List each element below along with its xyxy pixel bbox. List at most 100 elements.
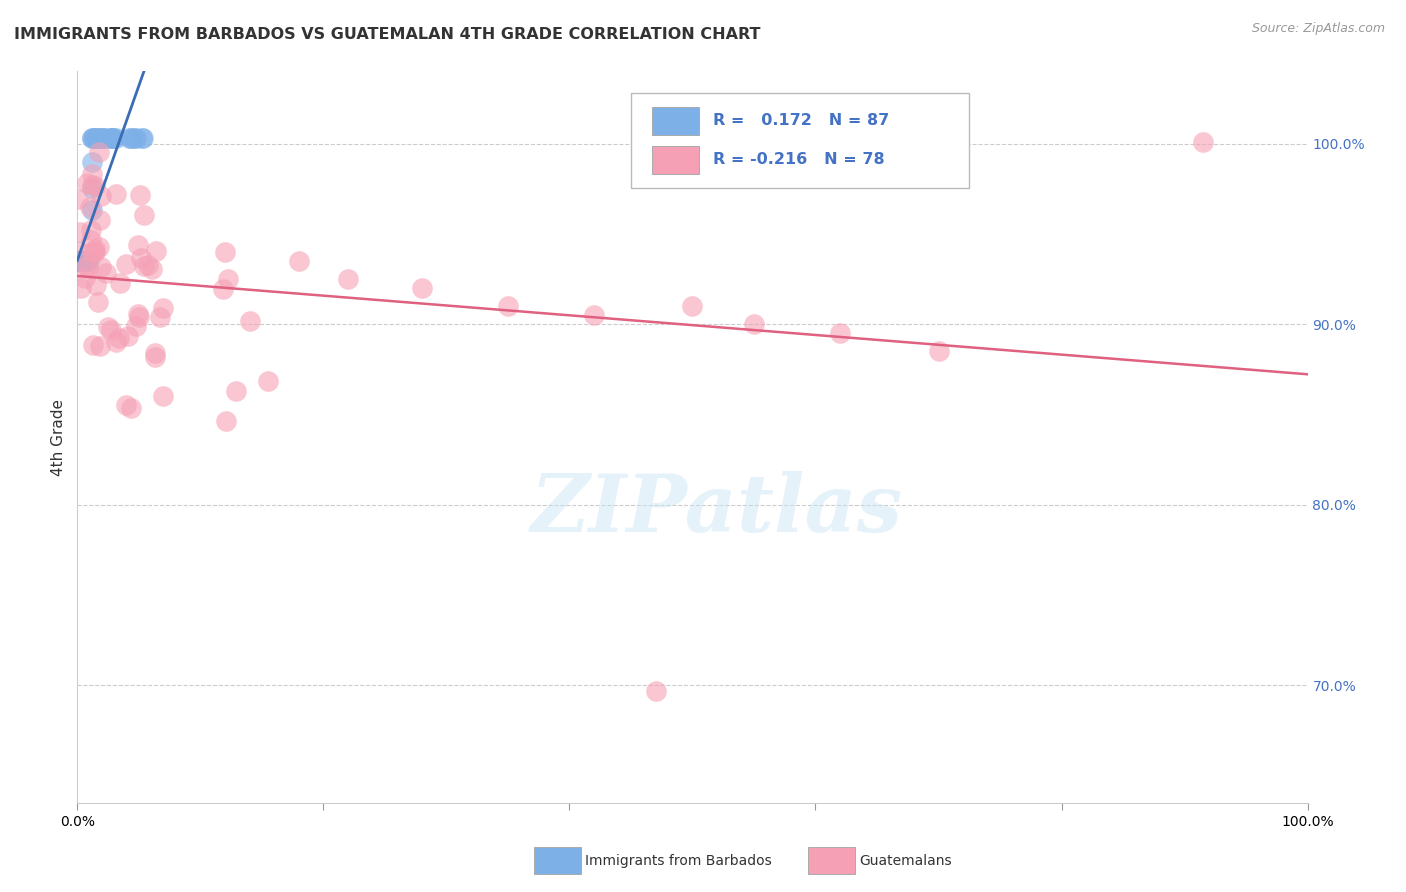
Point	[132, 260, 155, 274]
Point	[66, 254, 89, 268]
Point	[124, 131, 146, 145]
Point	[67, 254, 90, 268]
Point	[125, 318, 148, 333]
Point	[72, 254, 94, 268]
Point	[143, 345, 166, 359]
Point	[79, 200, 101, 214]
Point	[288, 254, 311, 268]
Point	[117, 328, 139, 343]
Point	[70, 254, 93, 268]
Point	[83, 131, 105, 145]
Point	[66, 254, 89, 268]
Point	[69, 254, 91, 268]
Point	[66, 254, 89, 268]
Point	[75, 254, 97, 268]
Point	[75, 254, 97, 268]
Point	[217, 272, 239, 286]
Point	[82, 338, 104, 352]
Point	[70, 254, 93, 268]
Point	[132, 131, 155, 145]
Point	[69, 254, 91, 268]
Point	[143, 350, 166, 364]
Point	[84, 242, 107, 256]
Point	[90, 260, 112, 274]
Point	[644, 683, 666, 698]
Point	[73, 254, 96, 268]
Point	[82, 181, 104, 195]
Point	[77, 260, 100, 275]
Point	[257, 374, 280, 388]
Point	[70, 254, 93, 268]
Point	[87, 145, 110, 159]
Point	[101, 131, 124, 145]
Point	[80, 202, 103, 217]
Point	[131, 131, 153, 145]
Point	[66, 254, 89, 268]
Point	[69, 254, 91, 268]
Point	[114, 398, 136, 412]
Point	[93, 131, 115, 145]
Point	[91, 131, 114, 145]
Point	[80, 178, 103, 193]
Point	[66, 254, 89, 268]
Point	[80, 131, 103, 145]
Point	[141, 261, 163, 276]
Point	[80, 167, 103, 181]
Point	[76, 176, 98, 190]
Point	[76, 254, 98, 268]
Point	[75, 271, 97, 285]
Point	[69, 254, 91, 268]
Point	[70, 254, 93, 268]
Point	[80, 155, 103, 169]
Point	[127, 238, 149, 252]
Point	[86, 131, 108, 145]
Point	[70, 254, 93, 268]
Point	[148, 310, 170, 325]
Point	[73, 254, 96, 268]
Point	[83, 131, 105, 145]
Point	[120, 131, 142, 145]
Point	[70, 254, 93, 268]
Point	[70, 254, 93, 268]
Point	[108, 331, 131, 345]
Text: ZIPatlas: ZIPatlas	[531, 472, 903, 549]
Point	[69, 254, 91, 268]
Point	[90, 189, 112, 203]
Point	[72, 254, 94, 268]
Point	[98, 131, 121, 145]
Point	[89, 213, 111, 227]
Point	[67, 254, 90, 268]
Bar	[652, 146, 699, 174]
Point	[134, 209, 156, 223]
Point	[145, 244, 167, 258]
Text: Immigrants from Barbados: Immigrants from Barbados	[585, 854, 772, 868]
Point	[215, 414, 238, 428]
Point	[75, 254, 97, 268]
Point	[337, 272, 360, 286]
Point	[67, 254, 90, 268]
Point	[129, 251, 152, 265]
Point	[212, 282, 235, 296]
Point	[70, 254, 93, 268]
Point	[76, 259, 98, 273]
Point	[90, 131, 112, 145]
Point	[100, 131, 122, 145]
Point	[118, 131, 141, 145]
Point	[83, 244, 105, 259]
Point	[105, 334, 128, 349]
Point	[69, 254, 91, 268]
FancyBboxPatch shape	[631, 94, 969, 188]
Point	[69, 254, 91, 268]
Point	[80, 131, 103, 145]
Point	[108, 276, 131, 290]
Point	[80, 233, 103, 247]
Text: Source: ZipAtlas.com: Source: ZipAtlas.com	[1251, 22, 1385, 36]
Point	[82, 244, 104, 259]
Point	[70, 254, 93, 268]
Point	[72, 254, 94, 268]
Point	[93, 131, 115, 145]
Point	[67, 244, 90, 258]
Point	[67, 192, 90, 206]
Point	[66, 254, 89, 268]
Point	[101, 131, 124, 145]
